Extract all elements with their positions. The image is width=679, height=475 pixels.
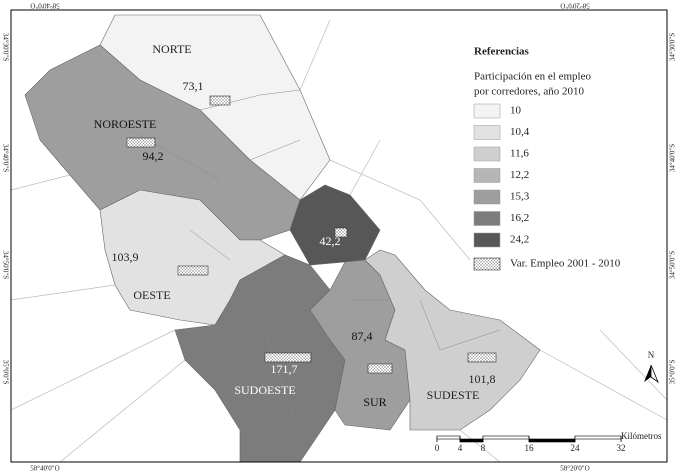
legend-pattern: [473, 257, 501, 271]
legend-label: 15,3: [510, 191, 530, 203]
region-name: OESTE: [133, 288, 170, 302]
legend-subtitle: por corredores, año 2010: [474, 86, 584, 98]
variation-pattern: [126, 137, 156, 148]
background-lines: [11, 19, 667, 462]
legend-title: Referencias: [474, 46, 529, 58]
legend-swatch: [473, 168, 501, 183]
scale-label: 32: [617, 443, 626, 453]
scale-label: 8: [481, 443, 486, 453]
legend-label: 10,4: [510, 126, 530, 138]
region-variation: 171,7: [271, 362, 298, 376]
scale-unit: Kilómetros: [621, 431, 662, 441]
coordinate-label: 58°20'0"O: [560, 465, 589, 473]
coordinate-label: 58°20'0"O: [560, 1, 589, 9]
scale-segment: [459, 438, 484, 443]
legend-swatch: [473, 146, 501, 162]
legend-swatch: [473, 103, 501, 119]
map-frame: [10, 9, 668, 463]
region-variation: 101,8: [469, 372, 496, 386]
region-name: SUR: [363, 395, 386, 409]
variation-pattern: [367, 363, 393, 374]
scale-label: 24: [571, 443, 581, 453]
coordinate-label: 34°40'0"S: [1, 144, 9, 172]
legend-swatch: [473, 211, 501, 226]
variation-pattern: [334, 227, 348, 238]
scale-segment: [436, 435, 461, 440]
coordinate-label: 58°40'0"O: [30, 1, 59, 9]
region-noroeste: [24, 44, 301, 241]
coordinate-label: 34°40'0"S: [669, 144, 677, 172]
legend-label: 12,2: [510, 169, 529, 181]
legend-subtitle: Participación en el empleo: [474, 71, 591, 83]
scale-segment: [528, 438, 576, 443]
region-variation: 87,4: [352, 329, 373, 343]
legend-label: 11,6: [510, 148, 529, 160]
coordinate-label: 35°0'0"S: [1, 360, 9, 385]
region-central: [289, 184, 381, 266]
legend-label: 16,2: [510, 212, 529, 224]
variation-pattern: [177, 265, 209, 276]
coordinate-label: 34°50'0"S: [669, 251, 677, 279]
region-sudeste: [364, 249, 541, 431]
north-label: N: [648, 350, 655, 360]
region-variation: 73,1: [183, 79, 204, 93]
variation-pattern: [467, 352, 497, 363]
coordinate-label: 58°40'0"O: [30, 465, 59, 473]
region-variation: 94,2: [143, 149, 164, 163]
scale-segment: [482, 435, 530, 440]
coordinate-label: 34°30'0"S: [669, 33, 677, 61]
region-name: SUDESTE: [427, 388, 480, 402]
legend-pattern-label: Var. Empleo 2001 - 2010: [510, 258, 621, 270]
legend-swatch: [473, 189, 501, 205]
north-arrow: [644, 364, 659, 384]
inner-boundaries: [129, 89, 501, 441]
variation-pattern: [209, 95, 231, 106]
scale-label: 16: [525, 443, 535, 453]
coordinate-label: 34°30'0"S: [1, 33, 9, 61]
legend-swatch: [473, 125, 501, 140]
coordinate-label: 34°50'0"S: [1, 251, 9, 279]
legend-label: 10: [510, 105, 522, 117]
variation-pattern: [264, 352, 312, 363]
scale-label: 0: [435, 443, 440, 453]
coordinate-label: 35°0'0"S: [669, 359, 677, 384]
region-variation: 42,2: [320, 234, 341, 248]
legend-swatch: [473, 232, 501, 248]
region-variation: 103,9: [112, 250, 139, 264]
legend-label: 24,2: [510, 234, 529, 246]
region-name: SUDOESTE: [234, 383, 295, 397]
map-body: [11, 14, 667, 462]
scale-segment: [574, 435, 622, 440]
region-name: NOROESTE: [94, 117, 157, 131]
region-name: NORTE: [152, 42, 191, 56]
scale-label: 4: [458, 443, 463, 453]
